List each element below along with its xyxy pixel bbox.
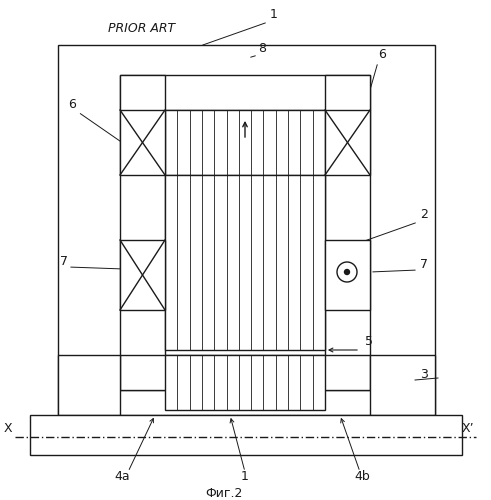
Bar <box>325 240 370 310</box>
Bar <box>120 75 165 390</box>
Bar <box>120 240 165 310</box>
Text: 5: 5 <box>365 335 373 348</box>
Bar <box>165 355 325 410</box>
Text: 1: 1 <box>270 8 278 21</box>
Text: 6: 6 <box>378 48 386 61</box>
Text: 8: 8 <box>258 42 266 55</box>
Bar <box>30 415 462 455</box>
Text: 7: 7 <box>420 258 428 271</box>
Bar <box>370 355 435 415</box>
Text: PRIOR ART: PRIOR ART <box>108 22 175 35</box>
Text: X’: X’ <box>462 422 475 435</box>
Bar <box>325 75 370 390</box>
Text: 4a: 4a <box>114 470 130 483</box>
Bar <box>120 75 370 110</box>
Text: 3: 3 <box>420 368 428 381</box>
Text: 2: 2 <box>420 208 428 221</box>
Bar <box>165 110 325 175</box>
Bar <box>120 355 370 390</box>
Text: 7: 7 <box>60 255 68 268</box>
Bar <box>58 45 435 415</box>
Bar <box>325 110 370 175</box>
Bar <box>165 175 325 350</box>
Text: 1: 1 <box>241 470 249 483</box>
Text: 4b: 4b <box>354 470 370 483</box>
Bar <box>120 110 165 175</box>
Text: Фиг.2: Фиг.2 <box>205 487 243 500</box>
Text: X: X <box>4 422 13 435</box>
Bar <box>58 355 120 415</box>
Text: 6: 6 <box>68 98 76 111</box>
Circle shape <box>345 270 350 274</box>
